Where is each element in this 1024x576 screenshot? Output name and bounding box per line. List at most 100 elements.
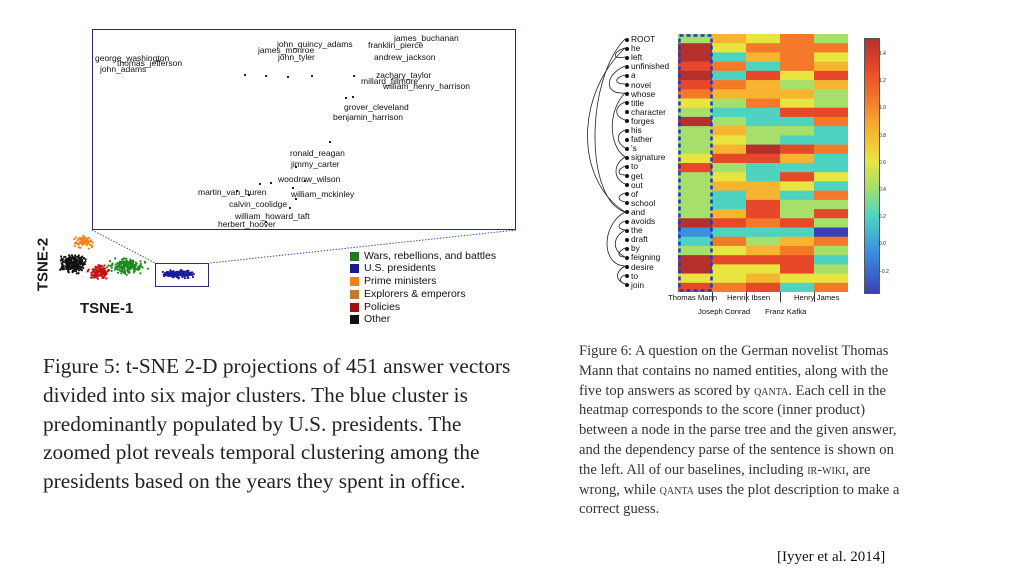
heatmap-cell	[746, 135, 780, 145]
tsne-point	[114, 257, 117, 260]
heatmap-cell	[712, 70, 746, 81]
tsne-point	[84, 260, 87, 263]
heatmap-cell	[678, 61, 712, 72]
heatmap-cell	[678, 190, 712, 201]
parse-node	[625, 137, 629, 142]
parse-node	[625, 46, 629, 51]
heatmap-cell	[712, 236, 746, 247]
parse-token: by	[631, 243, 640, 254]
tsne-point	[74, 254, 77, 257]
tsne-point	[86, 270, 89, 273]
parse-node	[625, 192, 629, 197]
heatmap-cell	[678, 107, 712, 118]
heatmap-cell	[780, 190, 814, 201]
tsne-point	[110, 264, 113, 267]
highlight-column-box	[678, 34, 713, 292]
tsne-point	[75, 258, 78, 261]
tsne-point	[122, 270, 126, 273]
heatmap-cell	[746, 89, 780, 99]
parse-token: of	[631, 188, 638, 199]
heatmap-cell	[814, 126, 848, 136]
tsne-point	[87, 247, 90, 250]
tsne-point	[120, 262, 123, 265]
answer-label: Thomas Mann	[668, 293, 718, 302]
heatmap-cell	[678, 34, 712, 44]
tsne-point	[137, 266, 140, 269]
tsne-point	[180, 269, 183, 272]
legend-label: Explorers & emperors	[364, 288, 466, 300]
colorbar-tick-label: 0.4	[879, 187, 886, 193]
tsne-point	[115, 267, 118, 270]
legend-label: Wars, rebellions, and battles	[364, 250, 497, 262]
president-label: herbert_hoover	[218, 219, 276, 229]
legend-item: Explorers & emperors	[350, 288, 466, 300]
heatmap-cell	[746, 52, 780, 62]
tsne-point	[102, 276, 105, 279]
heatmap-cell	[746, 209, 780, 219]
heatmap-cell	[780, 218, 814, 228]
heatmap-cell	[780, 181, 814, 191]
tsne-point	[133, 266, 136, 269]
heatmap-cell	[780, 273, 814, 284]
heatmap-cell	[780, 34, 814, 44]
president-point	[353, 75, 355, 77]
tsne-point	[110, 266, 113, 269]
tsne-point	[75, 272, 78, 275]
parse-node	[625, 110, 629, 115]
tsne-point	[93, 272, 96, 275]
tsne-point	[75, 270, 78, 273]
heatmap-cell	[746, 255, 780, 265]
answer-tick	[814, 292, 815, 302]
tsne-point	[72, 265, 75, 268]
caption-qanta-2: qanta	[659, 481, 694, 498]
tsne-point	[101, 265, 104, 268]
tsne-point	[71, 271, 74, 274]
heatmap-cell	[814, 199, 848, 210]
heatmap-cell	[678, 264, 712, 274]
tsne-point	[73, 245, 77, 248]
tsne-point	[79, 258, 82, 261]
parse-token: draft	[631, 234, 648, 245]
tsne-point	[83, 236, 86, 239]
heatmap-cell	[746, 43, 780, 53]
parse-token: join	[631, 279, 645, 290]
heatmap-cell	[678, 135, 712, 145]
tsne-point	[88, 243, 92, 246]
caption-text-4: uses the plot description to make a corr…	[579, 481, 900, 518]
heatmap-cell	[814, 43, 848, 53]
tsne-point	[80, 238, 83, 241]
tsne-point	[176, 273, 180, 276]
parse-token: avoids	[631, 216, 656, 226]
tsne-point	[169, 269, 172, 272]
parse-node	[625, 64, 629, 69]
tsne-point	[183, 270, 186, 273]
tsne-point	[76, 259, 79, 263]
tsne-point	[108, 260, 112, 263]
president-label: calvin_coolidge	[229, 199, 288, 209]
heatmap-cell	[814, 98, 848, 109]
tsne-point	[74, 236, 77, 239]
heatmap-cell	[814, 264, 848, 274]
president-label: william_mckinley	[291, 189, 355, 199]
parse-token: whose	[631, 88, 656, 99]
president-point	[329, 141, 331, 143]
tsne-point	[123, 271, 126, 274]
tsne-point	[99, 267, 102, 270]
heatmap-cell	[712, 80, 746, 90]
tsne-point	[97, 274, 100, 277]
heatmap-cell	[780, 52, 814, 62]
legend-label: Other	[364, 313, 391, 325]
tsne-point	[101, 271, 104, 274]
tsne-point	[95, 267, 98, 270]
president-label: john_quincy_adams	[277, 39, 353, 49]
president-point	[265, 75, 267, 77]
tsne-point	[67, 256, 71, 259]
caption-text-1: Figure 6: A question on the German novel…	[579, 343, 889, 399]
heatmap-cell	[678, 144, 712, 155]
parse-token: left	[631, 52, 643, 63]
tsne-point	[62, 264, 65, 267]
tsne-point	[139, 262, 143, 265]
parse-node	[625, 237, 629, 242]
answer-label: Henrik Ibsen	[727, 293, 771, 302]
parse-token: novel	[631, 79, 652, 90]
